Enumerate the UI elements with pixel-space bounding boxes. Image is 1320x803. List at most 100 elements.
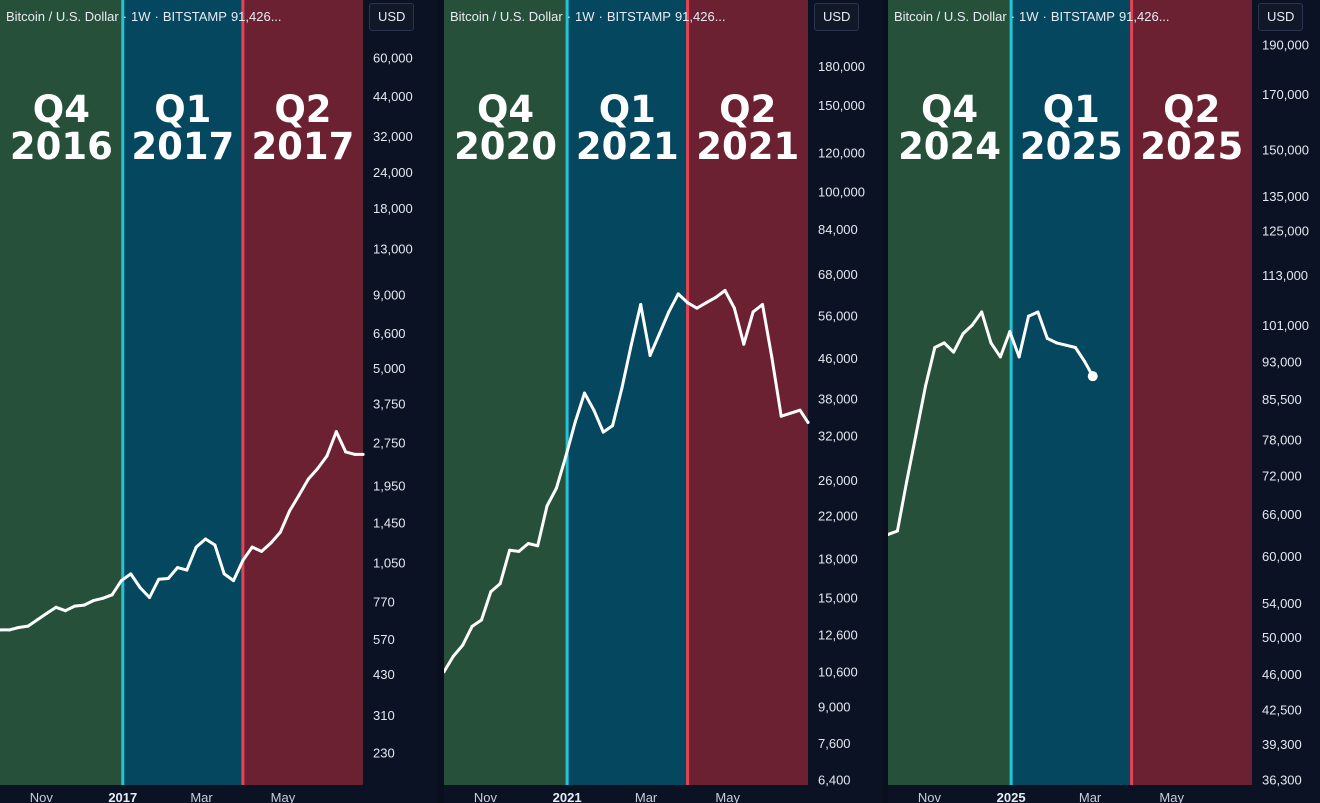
y-tick-label: 60,000	[373, 50, 413, 65]
price-axis[interactable]	[363, 0, 437, 803]
data-point	[222, 572, 226, 576]
y-tick-label: 170,000	[1262, 87, 1309, 102]
x-tick-label: 2021	[553, 790, 582, 803]
quarter-band-q1	[1011, 0, 1132, 803]
quarter-band-q2	[1131, 0, 1252, 803]
y-tick-label: 18,000	[818, 551, 858, 566]
y-tick-label: 54,000	[1262, 596, 1302, 611]
data-point	[989, 341, 993, 345]
y-tick-label: 100,000	[818, 185, 865, 200]
y-tick-label: 230	[373, 745, 395, 760]
header-part: BITSTAMP	[162, 9, 227, 24]
data-point	[629, 342, 633, 346]
data-point	[241, 558, 245, 562]
symbol-header[interactable]: Bitcoin / U.S. Dollar · 1W · BITSTAMP 91,426.…	[6, 9, 286, 24]
time-axis[interactable]	[888, 785, 1320, 803]
data-point	[1083, 360, 1087, 364]
symbol-header[interactable]: Bitcoin / U.S. Dollar · 1W · BITSTAMP 91,426.…	[894, 9, 1174, 24]
data-point	[1036, 310, 1040, 314]
y-tick-label: 85,500	[1262, 392, 1302, 407]
data-point	[91, 599, 95, 603]
data-point	[288, 509, 292, 513]
data-point	[17, 626, 21, 630]
data-point	[961, 332, 965, 336]
data-point	[129, 572, 133, 576]
data-point	[479, 618, 483, 622]
data-point	[657, 332, 661, 336]
data-point	[770, 356, 774, 360]
header-part: 1W	[1019, 9, 1039, 24]
y-tick-label: 78,000	[1262, 433, 1302, 448]
y-tick-label: 10,600	[818, 665, 858, 680]
y-tick-label: 120,000	[818, 146, 865, 161]
quarter-band-q2	[687, 0, 808, 803]
y-tick-label: 18,000	[373, 201, 413, 216]
y-tick-label: 180,000	[818, 59, 865, 74]
data-point	[213, 543, 217, 547]
y-tick-label: 68,000	[818, 267, 858, 282]
data-point	[942, 341, 946, 345]
data-point	[26, 624, 30, 628]
header-part: ·	[598, 9, 603, 24]
data-point	[157, 577, 161, 581]
y-tick-label: 2,750	[373, 435, 406, 450]
data-point	[704, 301, 708, 305]
y-tick-label: 135,000	[1262, 189, 1309, 204]
data-point	[517, 549, 521, 553]
y-tick-label: 6,400	[818, 773, 851, 788]
price-axis[interactable]	[808, 0, 882, 803]
x-tick-label: Nov	[474, 790, 498, 803]
data-point	[895, 529, 899, 533]
data-point	[147, 595, 151, 599]
currency-button[interactable]: USD	[1258, 3, 1304, 31]
symbol-header[interactable]: Bitcoin / U.S. Dollar · 1W · BITSTAMP 91,426.…	[450, 9, 730, 24]
currency-button[interactable]: USD	[814, 3, 860, 31]
data-point	[353, 452, 357, 456]
data-point	[923, 384, 927, 388]
data-point	[723, 288, 727, 292]
data-point	[508, 548, 512, 552]
data-point	[564, 454, 568, 458]
data-point	[361, 452, 365, 456]
y-tick-label: 66,000	[1262, 507, 1302, 522]
y-tick-label: 26,000	[818, 473, 858, 488]
time-axis[interactable]	[444, 785, 882, 803]
y-tick-label: 32,000	[818, 428, 858, 443]
header-part: ·	[1042, 9, 1047, 24]
data-point	[269, 541, 273, 545]
y-tick-label: 50,000	[1262, 630, 1302, 645]
data-point	[7, 628, 11, 632]
data-point	[166, 577, 170, 581]
data-point	[451, 654, 455, 658]
data-point	[686, 301, 690, 305]
data-point	[35, 618, 39, 622]
x-tick-label: May	[1159, 790, 1184, 803]
y-tick-label: 7,600	[818, 736, 851, 751]
y-tick-label: 101,000	[1262, 318, 1309, 333]
currency-button[interactable]: USD	[369, 3, 415, 31]
quarter-band-q4	[0, 0, 123, 803]
data-point	[185, 568, 189, 572]
time-axis[interactable]	[0, 785, 437, 803]
data-point	[278, 530, 282, 534]
header-part: 91,426...	[1118, 9, 1170, 24]
chart-svg: 180,000 150,000 120,000 100,000 84,000 68,000…	[444, 0, 882, 803]
data-point	[526, 542, 530, 546]
data-point	[0, 628, 2, 632]
quarter-band-q2	[242, 0, 363, 803]
header-part: BITSTAMP	[1050, 9, 1115, 24]
data-point	[232, 579, 236, 583]
price-axis[interactable]	[1252, 0, 1320, 803]
data-point	[798, 408, 802, 412]
data-point	[639, 303, 643, 307]
data-point	[592, 408, 596, 412]
data-point	[676, 292, 680, 296]
y-tick-label: 38,000	[818, 392, 858, 407]
header-part: Bitcoin / U.S. Dollar	[450, 9, 563, 24]
data-point	[194, 545, 198, 549]
x-tick-label: May	[271, 790, 296, 803]
quarter-band-q1	[567, 0, 688, 803]
y-tick-label: 125,000	[1262, 223, 1309, 238]
data-point	[573, 420, 577, 424]
